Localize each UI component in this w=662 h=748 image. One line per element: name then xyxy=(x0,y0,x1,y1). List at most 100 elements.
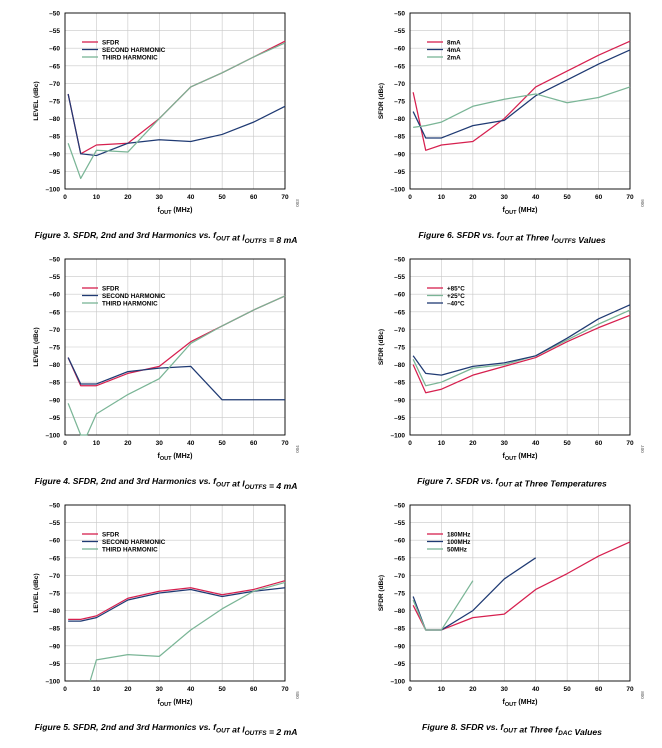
y-tick-label: –90 xyxy=(394,151,405,158)
y-tick-label: –95 xyxy=(394,661,405,668)
x-tick-label: 50 xyxy=(219,440,227,447)
x-tick-label: 40 xyxy=(187,194,195,201)
x-axis-label: fOUT (MHz) xyxy=(158,699,193,708)
x-tick-label: 40 xyxy=(187,440,195,447)
y-tick-label: –70 xyxy=(394,81,405,88)
x-tick-label: 0 xyxy=(408,440,412,447)
figure-code: 007 xyxy=(640,445,645,453)
x-tick-label: 60 xyxy=(595,194,603,201)
y-tick-label: –85 xyxy=(394,626,405,633)
x-tick-label: 50 xyxy=(219,194,227,201)
series-line-1 xyxy=(68,580,286,621)
y-tick-label: –100 xyxy=(391,433,406,440)
y-tick-label: –60 xyxy=(394,538,405,545)
x-tick-label: 0 xyxy=(408,686,412,693)
legend-label: 2mA xyxy=(447,54,461,61)
y-tick-label: –55 xyxy=(394,28,405,35)
y-tick-label: –75 xyxy=(394,99,405,106)
y-tick-label: –90 xyxy=(49,151,60,158)
series-line-1 xyxy=(412,40,631,151)
series-line-3 xyxy=(412,304,631,376)
legend-label: 180MHz xyxy=(447,531,470,538)
y-tick-label: –65 xyxy=(49,309,60,316)
x-tick-label: 30 xyxy=(501,194,509,201)
x-tick-label: 10 xyxy=(438,194,446,201)
series-line-2 xyxy=(68,587,286,622)
y-tick-label: –60 xyxy=(49,292,60,299)
series-line-3 xyxy=(89,581,286,682)
y-tick-label: –70 xyxy=(49,573,60,580)
y-tick-label: –55 xyxy=(49,28,60,35)
x-tick-label: 40 xyxy=(532,686,540,693)
y-tick-label: –70 xyxy=(49,327,60,334)
y-tick-label: –50 xyxy=(49,257,60,264)
x-tick-label: 0 xyxy=(63,686,67,693)
x-tick-label: 70 xyxy=(281,686,289,693)
x-tick-label: 60 xyxy=(595,440,603,447)
legend-label: SFDR xyxy=(102,285,120,292)
x-tick-label: 20 xyxy=(124,194,132,201)
y-axis-label: LEVEL (dBc) xyxy=(33,573,40,612)
y-tick-label: –95 xyxy=(49,169,60,176)
x-tick-label: 60 xyxy=(250,194,258,201)
legend-label: 8mA xyxy=(447,39,461,46)
series-line-1 xyxy=(67,295,286,387)
y-axis-label: SFDR (dBc) xyxy=(378,329,385,365)
y-tick-label: –100 xyxy=(46,433,61,440)
y-tick-label: –50 xyxy=(49,11,60,18)
y-tick-label: –100 xyxy=(391,187,406,194)
y-tick-label: –70 xyxy=(49,81,60,88)
y-tick-label: –85 xyxy=(394,134,405,141)
y-tick-label: –60 xyxy=(49,46,60,53)
legend-label: 4mA xyxy=(447,47,461,54)
legend-label: SFDR xyxy=(102,39,120,46)
y-tick-label: –85 xyxy=(49,380,60,387)
x-tick-label: 30 xyxy=(501,440,509,447)
y-tick-label: –65 xyxy=(394,63,405,70)
y-tick-label: –65 xyxy=(49,63,60,70)
x-tick-label: 50 xyxy=(564,686,572,693)
figure-code: 005 xyxy=(295,691,300,699)
x-tick-label: 40 xyxy=(532,194,540,201)
legend-label: +25°C xyxy=(447,292,465,300)
figure-caption: Figure 3. SFDR, 2nd and 3rd Harmonics vs… xyxy=(35,230,298,245)
x-tick-label: 60 xyxy=(595,686,603,693)
x-tick-label: 30 xyxy=(156,440,164,447)
figure-caption: Figure 7. SFDR vs. fOUT at Three Tempera… xyxy=(417,476,607,489)
legend-label: SFDR xyxy=(102,531,120,538)
legend-label: SECOND HARMONIC xyxy=(102,539,166,546)
x-tick-label: 10 xyxy=(93,686,101,693)
y-tick-label: –50 xyxy=(394,11,405,18)
legend-label: 50MHz xyxy=(447,546,467,553)
x-tick-label: 70 xyxy=(281,194,289,201)
y-tick-label: –55 xyxy=(394,520,405,527)
y-tick-label: –55 xyxy=(394,274,405,281)
y-tick-label: –75 xyxy=(394,591,405,598)
series-line-1 xyxy=(412,541,631,631)
y-tick-label: –65 xyxy=(394,555,405,562)
y-tick-label: –80 xyxy=(49,362,60,369)
y-tick-label: –50 xyxy=(394,257,405,264)
x-tick-label: 60 xyxy=(250,440,258,447)
x-tick-label: 70 xyxy=(626,440,634,447)
legend-label: THIRD HARMONIC xyxy=(102,54,158,61)
x-tick-label: 20 xyxy=(124,440,132,447)
legend-label: THIRD HARMONIC xyxy=(102,300,158,307)
series-line-2 xyxy=(67,357,285,401)
y-tick-label: –95 xyxy=(49,415,60,422)
x-tick-label: 70 xyxy=(626,686,634,693)
x-tick-label: 0 xyxy=(63,440,67,447)
x-tick-label: 20 xyxy=(469,440,477,447)
y-tick-label: –80 xyxy=(394,362,405,369)
y-tick-label: –60 xyxy=(394,292,405,299)
y-tick-label: –80 xyxy=(49,116,60,123)
x-tick-label: 40 xyxy=(187,686,195,693)
series-line-2 xyxy=(412,49,631,139)
x-tick-label: 20 xyxy=(469,194,477,201)
y-tick-label: –60 xyxy=(394,46,405,53)
y-tick-label: –90 xyxy=(49,643,60,650)
y-tick-label: –95 xyxy=(394,169,405,176)
